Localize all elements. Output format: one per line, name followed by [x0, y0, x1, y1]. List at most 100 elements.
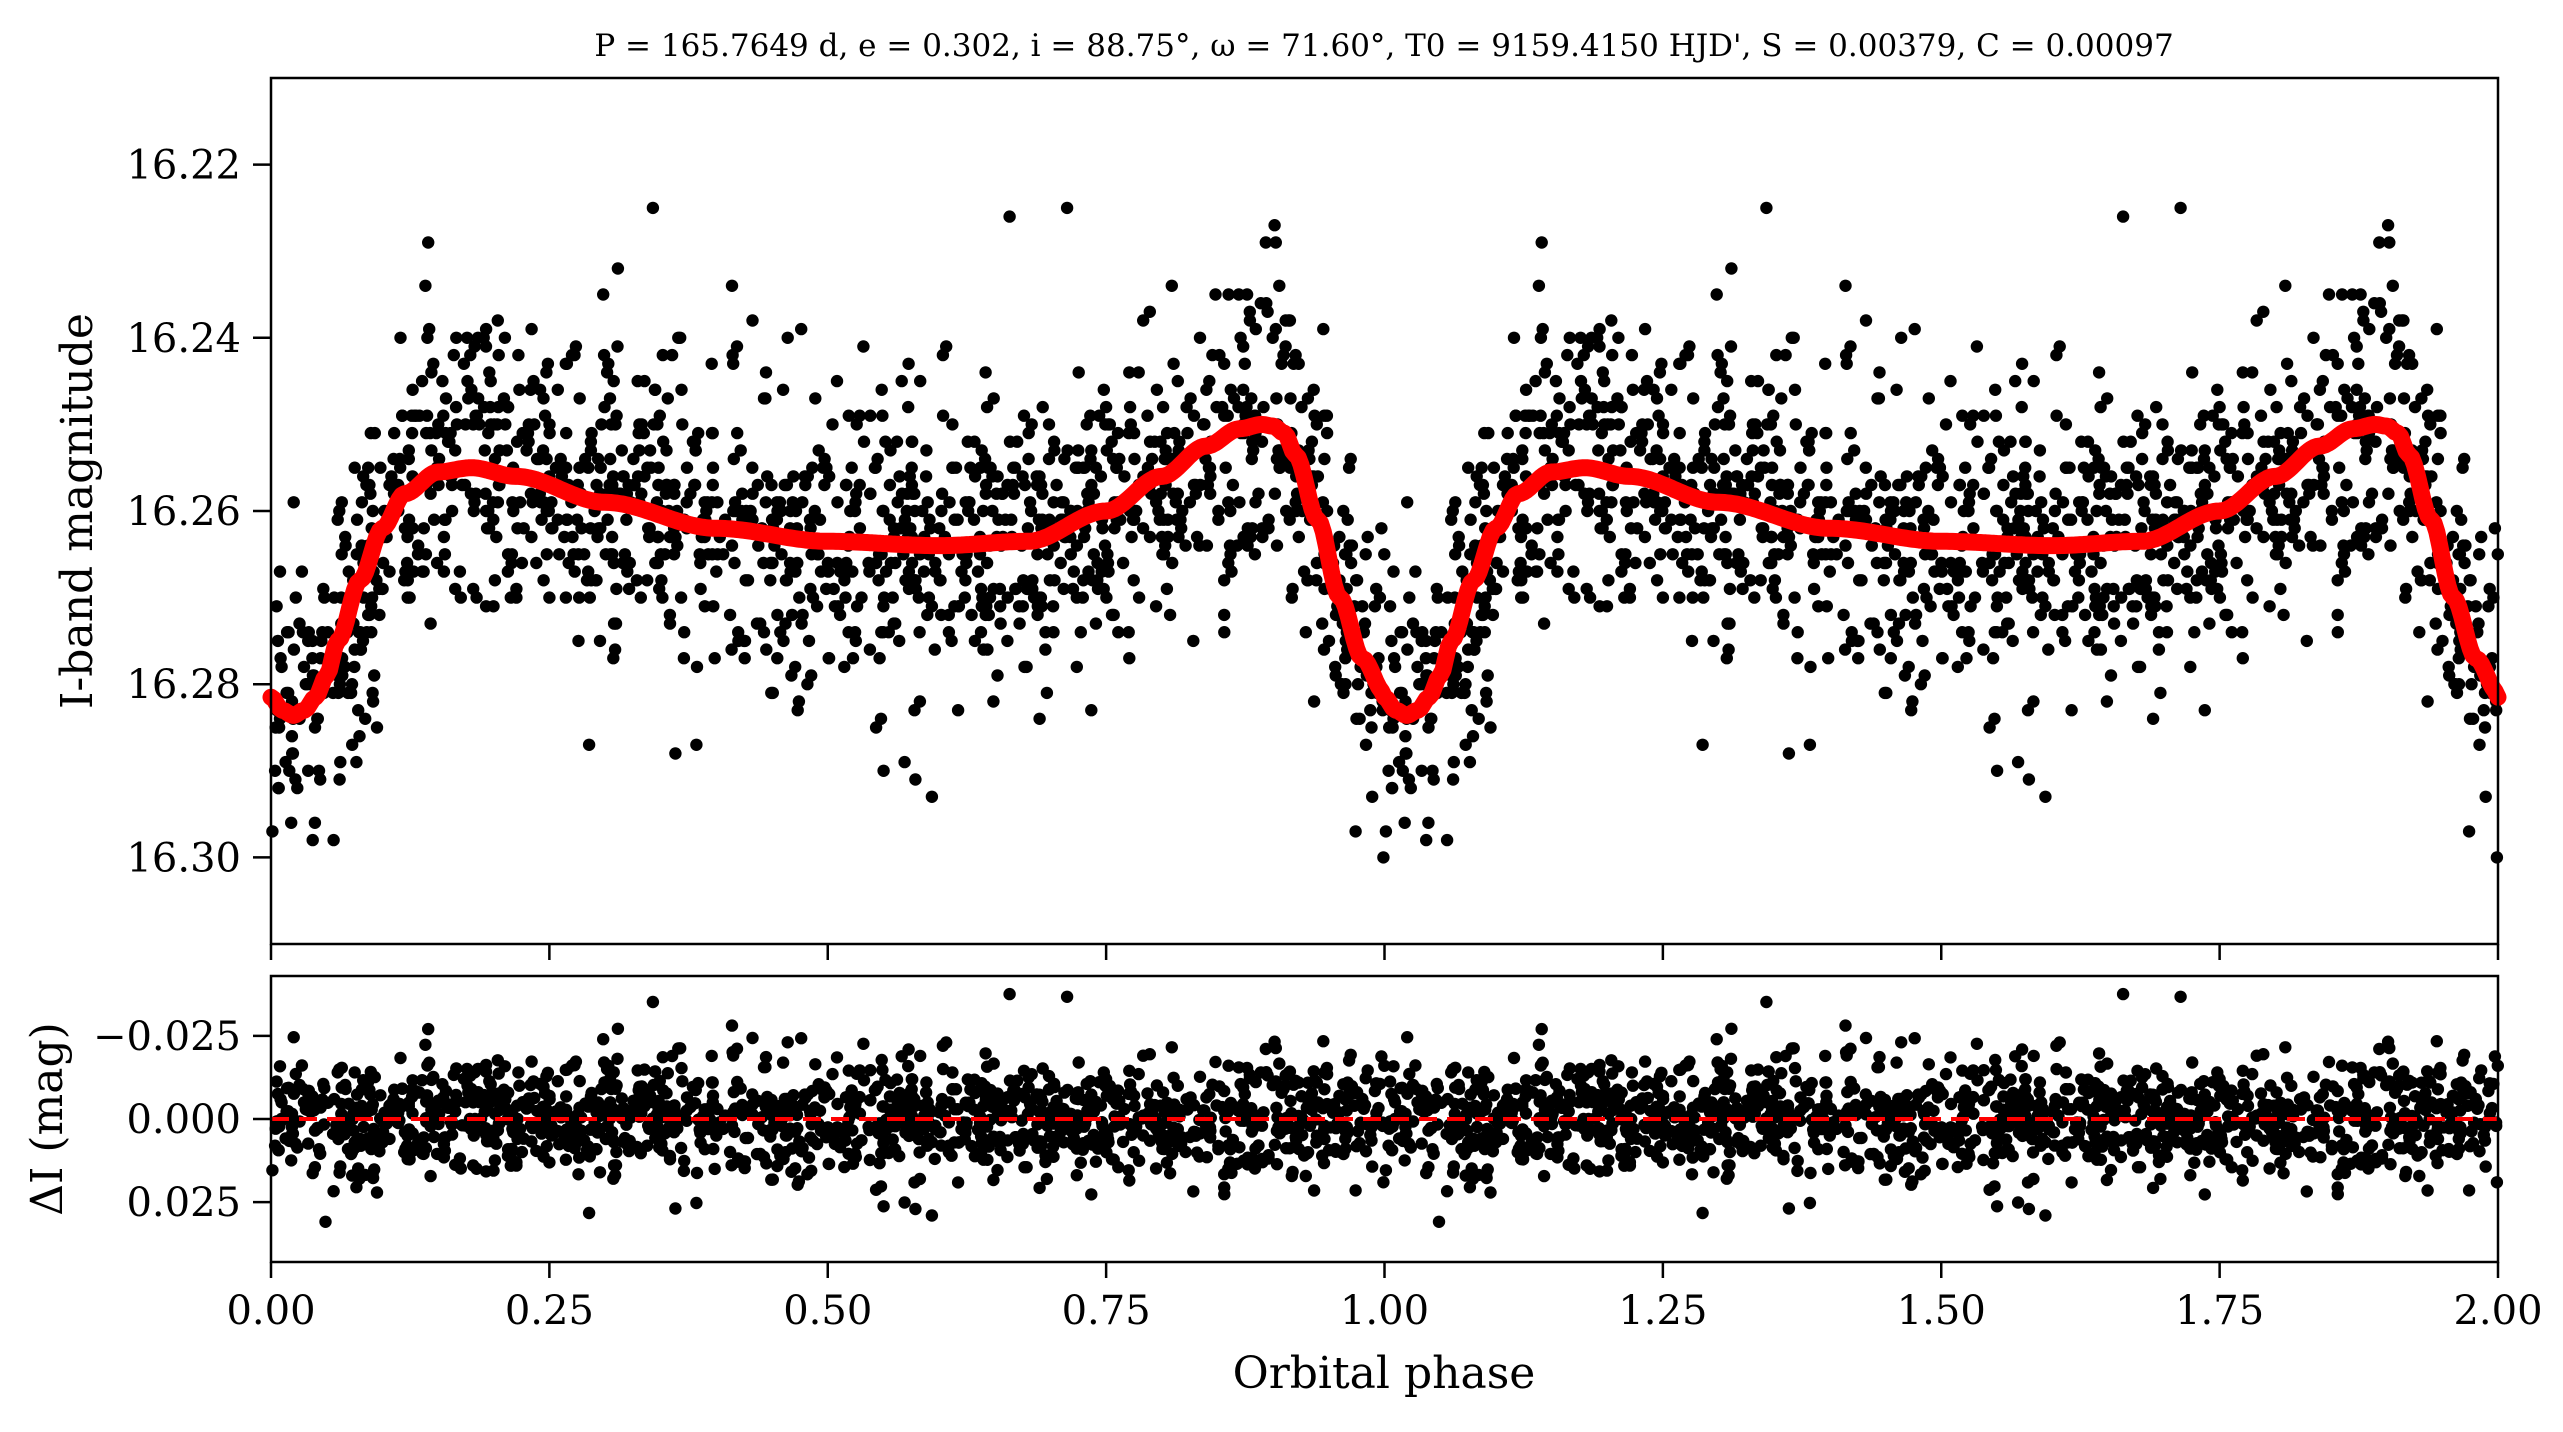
residual-point [943, 1096, 955, 1108]
observed-point [1791, 652, 1803, 664]
y-tick-label: 16.28 [126, 662, 241, 708]
observed-point [558, 531, 570, 543]
observed-point [1279, 340, 1291, 352]
observed-point [2115, 635, 2127, 647]
observed-point [2130, 600, 2142, 612]
observed-point [1819, 358, 1831, 370]
residual-point [2264, 1079, 2276, 1091]
residual-point [735, 1082, 747, 1094]
residual-point [374, 1089, 386, 1101]
residual-point [1002, 1134, 1014, 1146]
observed-point [2347, 496, 2359, 508]
observed-point [969, 470, 981, 482]
residual-point [1386, 1144, 1398, 1156]
observed-point [1686, 635, 1698, 647]
residual-point [555, 1101, 567, 1113]
observed-point [290, 591, 302, 603]
observed-point [706, 358, 718, 370]
observed-point [1783, 747, 1795, 759]
residual-point [831, 1098, 843, 1110]
residual-point [1255, 1066, 1267, 1078]
observed-point [2333, 462, 2345, 474]
observed-point [1220, 462, 1232, 474]
observed-point [1612, 332, 1624, 344]
residual-point [309, 1161, 321, 1173]
observed-point [2153, 626, 2165, 638]
residual-point [1302, 1095, 1314, 1107]
observed-point [1462, 661, 1474, 673]
residual-point [275, 1096, 287, 1108]
observed-point [366, 687, 378, 699]
observed-point [1065, 548, 1077, 560]
residual-point [906, 1073, 918, 1085]
observed-point [374, 462, 386, 474]
residual-point [983, 1140, 995, 1152]
light-curve-frame [271, 78, 2498, 944]
observed-point [1681, 548, 1693, 560]
observed-point [2406, 531, 2418, 543]
observed-point [962, 505, 974, 517]
observed-point [1514, 557, 1526, 569]
observed-point [2314, 539, 2326, 551]
observed-point [706, 548, 718, 560]
observed-point [2065, 704, 2077, 716]
observed-point [1474, 626, 1486, 638]
observed-point [2150, 401, 2162, 413]
observed-point [1422, 721, 1434, 733]
residual-point [933, 1106, 945, 1118]
observed-point [896, 375, 908, 387]
observed-point [893, 635, 905, 647]
observed-point [764, 574, 776, 586]
observed-point [2164, 479, 2176, 491]
residual-point [1026, 1068, 1038, 1080]
residual-point [1164, 1167, 1176, 1179]
residual-point [855, 1134, 867, 1146]
observed-point [1578, 488, 1590, 500]
residual-point [1416, 1137, 1428, 1149]
observed-point [873, 652, 885, 664]
observed-point [920, 470, 932, 482]
observed-point [2237, 652, 2249, 664]
residual-point [490, 1138, 502, 1150]
observed-point [298, 661, 310, 673]
observed-point [1674, 427, 1686, 439]
observed-point [368, 669, 380, 681]
observed-point [2016, 583, 2028, 595]
observed-point [2332, 574, 2344, 586]
residual-point [979, 1047, 991, 1059]
observed-point [2264, 384, 2276, 396]
observed-point [348, 661, 360, 673]
observed-point [1667, 548, 1679, 560]
residual-point [1782, 1103, 1794, 1115]
observed-point [795, 323, 807, 335]
residual-point [302, 1137, 314, 1149]
residual-point [297, 1083, 309, 1095]
observed-point [1155, 488, 1167, 500]
residual-point [891, 1073, 903, 1085]
observed-point [2363, 323, 2375, 335]
observed-point [2238, 418, 2250, 430]
observed-point [307, 834, 319, 846]
observed-point [1168, 427, 1180, 439]
residual-point [424, 1170, 436, 1182]
observed-point [767, 687, 779, 699]
observed-point [288, 643, 300, 655]
observed-point [1533, 548, 1545, 560]
residual-point [1041, 1173, 1053, 1185]
residual-point [305, 1106, 317, 1118]
observed-point [656, 591, 668, 603]
observed-point [594, 635, 606, 647]
residual-point [1039, 1156, 1051, 1168]
observed-point [2282, 427, 2294, 439]
observed-point [761, 470, 773, 482]
residual-point [707, 1076, 719, 1088]
observed-point [1144, 306, 1156, 318]
residual-point [493, 1067, 505, 1079]
observed-point [302, 765, 314, 777]
observed-point [352, 704, 364, 716]
observed-point [1788, 591, 1800, 603]
residual-point [2188, 1157, 2200, 1169]
observed-point [707, 479, 719, 491]
observed-point [272, 635, 284, 647]
